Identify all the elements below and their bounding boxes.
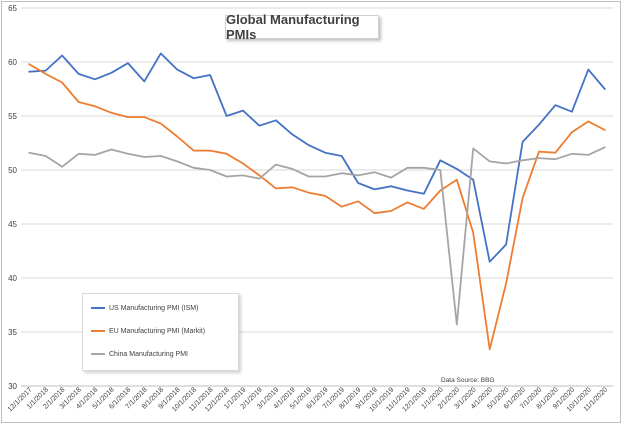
series-line-eu [28, 63, 606, 351]
y-tick-label: 45 [8, 220, 17, 229]
series-line-china [28, 146, 606, 326]
legend-swatch-eu [91, 330, 105, 332]
y-axis-ticks: 30 35 40 45 50 55 60 65 [8, 4, 17, 391]
legend-item-eu: EU Manufacturing PMI (Markit) [91, 325, 205, 337]
legend-item-china: China Manufacturing PMI [91, 348, 188, 360]
legend: US Manufacturing PMI (ISM) EU Manufactur… [82, 293, 239, 371]
data-source-note: Data Source: BBG [441, 377, 495, 384]
y-tick-label: 50 [8, 166, 17, 175]
legend-label-us: US Manufacturing PMI (ISM) [109, 304, 199, 312]
legend-label-eu: EU Manufacturing PMI (Markit) [109, 327, 206, 335]
y-tick-label: 65 [8, 4, 17, 13]
legend-item-us: US Manufacturing PMI (ISM) [91, 302, 198, 314]
legend-label-china: China Manufacturing PMI [109, 350, 188, 358]
y-tick-label: 40 [8, 274, 17, 283]
y-tick-label: 55 [8, 112, 17, 121]
y-tick-label: 35 [8, 328, 17, 337]
legend-swatch-china [91, 353, 105, 355]
legend-swatch-us [91, 307, 105, 309]
series-line-us [28, 52, 606, 263]
x-axis-ticks: 12/1/20171/1/20182/1/20183/1/20184/1/201… [7, 386, 610, 413]
chart-title: Global Manufacturing PMIs [225, 12, 379, 42]
y-tick-label: 30 [8, 382, 17, 391]
y-tick-label: 60 [8, 58, 17, 67]
series-lines [28, 52, 606, 351]
